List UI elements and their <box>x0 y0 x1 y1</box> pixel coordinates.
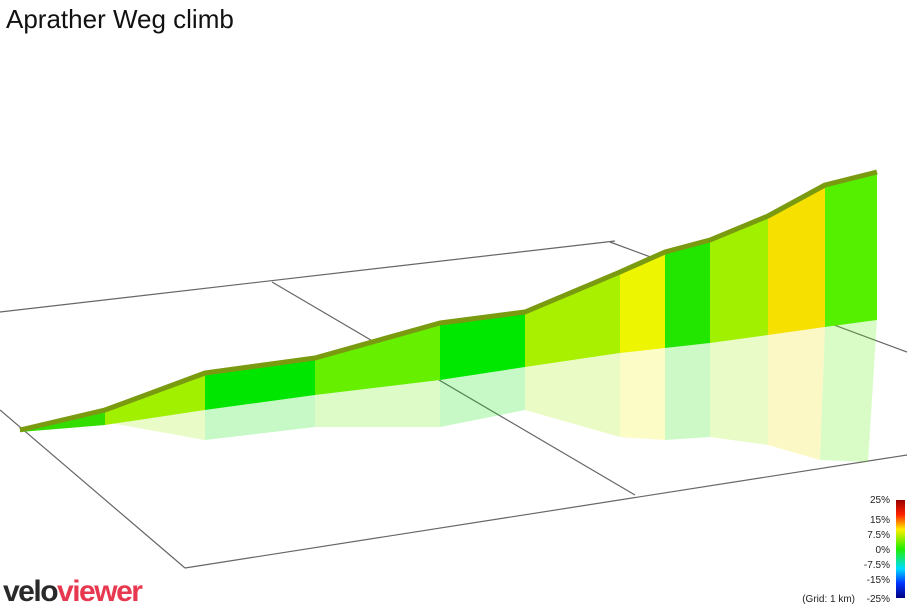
grid-note: (Grid: 1 km) <box>802 594 855 605</box>
legend-label: -15% <box>867 575 890 586</box>
legend-scale <box>896 500 905 598</box>
legend-label: 15% <box>870 515 890 526</box>
grid-line <box>0 409 186 569</box>
legend-label: 0% <box>876 545 891 556</box>
logo-part: viewer <box>57 575 143 607</box>
legend-label: 25% <box>870 495 890 506</box>
legend-label: 7.5% <box>867 530 890 541</box>
profile-wall <box>19 169 878 433</box>
logo: veloviewer <box>3 575 143 607</box>
title: Aprather Weg climb <box>6 4 234 34</box>
grid-line <box>271 281 636 496</box>
grid-line <box>184 454 907 569</box>
reflection <box>20 320 877 462</box>
logo-part: velo <box>3 575 58 607</box>
grid-line <box>0 240 616 313</box>
legend-label: -7.5% <box>864 560 890 571</box>
legend-label: -25% <box>867 594 890 605</box>
profile-top <box>19 169 878 433</box>
